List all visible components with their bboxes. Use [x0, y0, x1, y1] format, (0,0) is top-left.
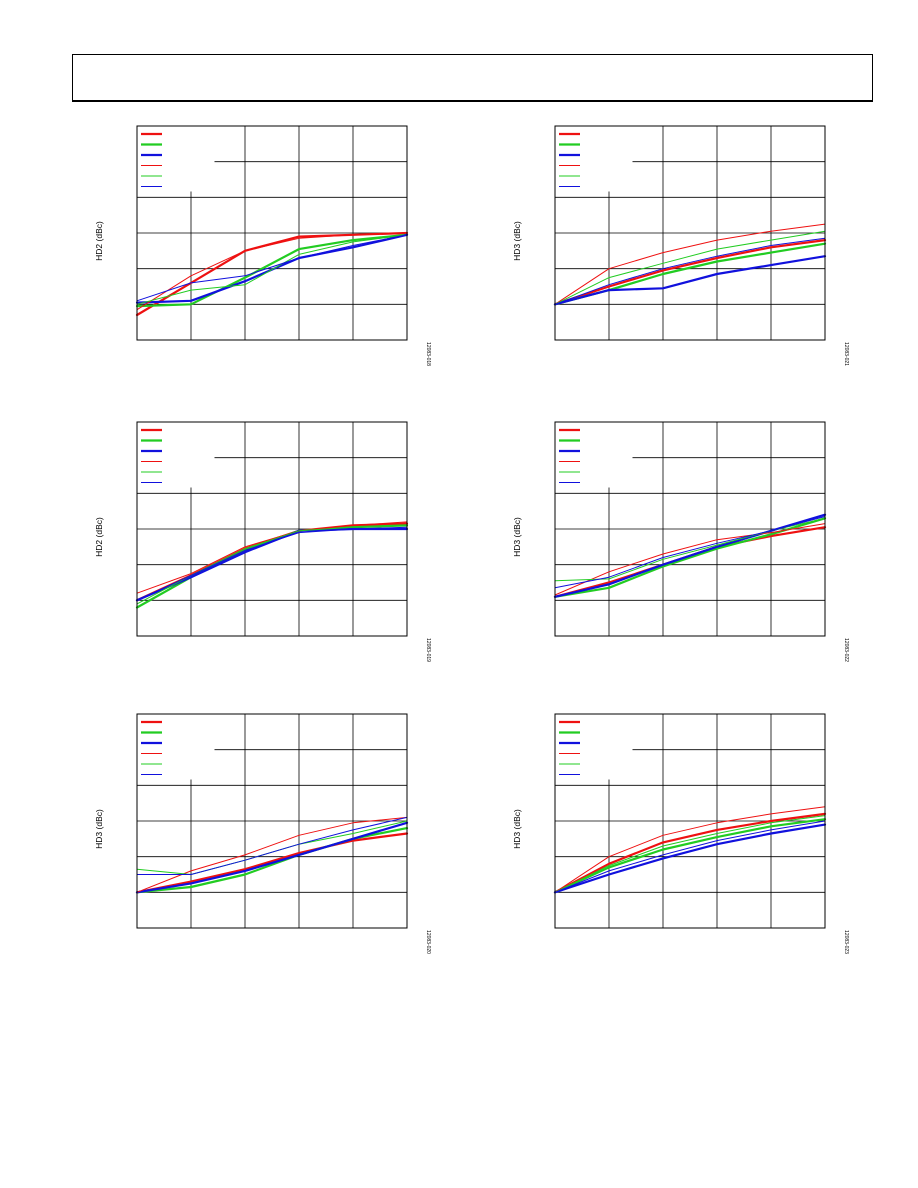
series-line-1 — [553, 812, 827, 894]
chart-hd3-bottom-left: HD3 (dBc) 12083-020 — [80, 706, 480, 956]
plot-frame — [136, 421, 408, 637]
series-line-5 — [136, 524, 408, 605]
chart-svg: HD3 (dBc) 12083-021 — [512, 125, 849, 366]
series-line-6 — [554, 516, 826, 589]
series-line-2 — [553, 242, 827, 306]
chart-hd2-middle-left: HD2 (dBc) 12083-019 — [80, 414, 480, 664]
legend-box — [137, 126, 215, 192]
chart-hd3-bottom-right: HD3 (dBc) 12083-023 — [498, 706, 898, 956]
chart-svg: HD2 (dBc) 12083-019 — [94, 421, 431, 662]
series-line-4 — [554, 523, 826, 596]
chart-hd3-top-right: HD3 (dBc) 12083-021 — [498, 118, 898, 368]
series-line-4 — [136, 521, 408, 594]
plot-frame — [554, 713, 826, 929]
series-line-6 — [136, 526, 408, 601]
series-line-5 — [136, 820, 408, 875]
y-axis-label: HD2 (dBc) — [94, 221, 104, 261]
legend-box — [137, 714, 215, 780]
figure-id-label: 12083-021 — [843, 342, 849, 366]
series-line-1 — [135, 832, 409, 894]
legend-box — [555, 714, 633, 780]
plot-frame — [136, 125, 408, 341]
series-line-3 — [553, 823, 827, 894]
series-line-2 — [553, 517, 827, 598]
chart-hd2-top-left: HD2 (dBc) 12083-018 — [80, 118, 480, 368]
plot-frame — [554, 125, 826, 341]
plot-frame — [136, 713, 408, 929]
chart-svg: HD3 (dBc) 12083-023 — [512, 713, 849, 954]
chart-svg: HD3 (dBc) 12083-022 — [512, 421, 849, 662]
series-line-3 — [553, 255, 827, 306]
series-line-3 — [135, 821, 409, 894]
series-line-6 — [554, 820, 826, 893]
series-line-1 — [553, 238, 827, 306]
series-line-1 — [135, 522, 409, 602]
legend-box — [555, 126, 633, 192]
series-line-4 — [136, 232, 408, 311]
figure-id-label: 12083-020 — [425, 930, 431, 954]
series-line-5 — [136, 234, 408, 305]
chart-svg: HD2 (dBc) 12083-018 — [94, 125, 431, 366]
chart-svg: HD3 (dBc) 12083-020 — [94, 713, 431, 954]
series-line-4 — [554, 223, 826, 305]
series-line-5 — [554, 230, 826, 305]
y-axis-label: HD3 (dBc) — [94, 809, 104, 849]
legend-box — [555, 422, 633, 488]
page-header-box — [72, 54, 873, 102]
figure-id-label: 12083-018 — [425, 342, 431, 366]
series-line-4 — [136, 816, 408, 893]
legend-box — [137, 422, 215, 488]
series-line-6 — [554, 237, 826, 305]
figure-id-label: 12083-019 — [425, 638, 431, 662]
y-axis-label: HD3 (dBc) — [512, 809, 522, 849]
series-line-2 — [553, 818, 827, 894]
figure-id-label: 12083-023 — [843, 930, 849, 954]
y-axis-label: HD2 (dBc) — [94, 517, 104, 557]
series-line-4 — [554, 806, 826, 893]
chart-hd3-middle-right: HD3 (dBc) 12083-022 — [498, 414, 898, 664]
series-line-5 — [554, 815, 826, 893]
series-line-6 — [136, 816, 408, 875]
series-line-2 — [135, 524, 409, 609]
plot-frame — [554, 421, 826, 637]
figure-id-label: 12083-022 — [843, 638, 849, 662]
y-axis-label: HD3 (dBc) — [512, 221, 522, 261]
series-line-6 — [136, 234, 408, 302]
y-axis-label: HD3 (dBc) — [512, 517, 522, 557]
series-line-2 — [135, 233, 409, 308]
